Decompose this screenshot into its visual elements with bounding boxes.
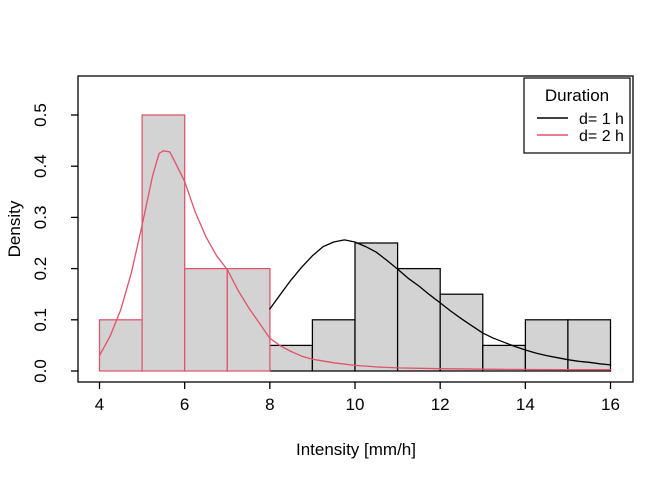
legend-title: Duration <box>545 86 609 105</box>
x-axis-tick-label: 8 <box>265 395 274 414</box>
density-curve-d2h <box>98 150 612 371</box>
legend-box: Duration d= 1 h d= 2 h <box>523 77 631 154</box>
histogram-bar-d1h <box>396 267 441 372</box>
histogram-bar-d2h <box>226 267 271 372</box>
legend-entry-1h: d= 1 h <box>537 111 624 128</box>
density-curve-d1h <box>269 239 612 366</box>
x-axis-tick-label: 4 <box>95 395 104 414</box>
y-axis-tick-label: 0.2 <box>31 257 50 281</box>
histogram-bars-layer <box>98 114 612 372</box>
histogram-bar-d1h <box>524 319 569 372</box>
histogram-bar-d1h <box>269 344 314 372</box>
y-axis-tick-label: 0.0 <box>31 359 50 383</box>
x-axis-tick-label: 6 <box>180 395 189 414</box>
y-axis-label: Density <box>5 200 24 257</box>
y-axis-tick-label: 0.3 <box>31 206 50 230</box>
x-axis-label: Intensity [mm/h] <box>296 440 416 459</box>
histogram-bar-d2h <box>184 267 228 372</box>
y-axis-tick-label: 0.1 <box>31 308 50 332</box>
x-axis: 4 6 8 10 12 14 16 <box>95 382 620 414</box>
y-axis-tick-label: 0.5 <box>31 103 50 127</box>
histogram-bar-d2h <box>141 114 186 372</box>
legend-frame <box>523 77 631 154</box>
legend-label-2h: d= 2 h <box>579 128 624 145</box>
legend-entry-2h: d= 2 h <box>537 128 624 145</box>
histogram-bar-d1h <box>567 319 612 372</box>
y-axis-tick-label: 0.4 <box>31 154 50 178</box>
histogram-bar-d1h <box>439 293 484 372</box>
x-axis-tick-label: 12 <box>431 395 450 414</box>
histogram-bar-d2h <box>98 319 143 372</box>
x-axis-tick-label: 16 <box>601 395 620 414</box>
histogram-bar-d1h <box>354 242 399 372</box>
y-axis: 0.0 0.1 0.2 0.3 0.4 0.5 <box>31 103 78 383</box>
legend-label-1h: d= 1 h <box>579 111 624 128</box>
density-curves-layer <box>98 150 612 371</box>
histogram-bar-d1h <box>482 344 527 372</box>
x-axis-tick-label: 10 <box>346 395 365 414</box>
x-axis-tick-label: 14 <box>516 395 535 414</box>
